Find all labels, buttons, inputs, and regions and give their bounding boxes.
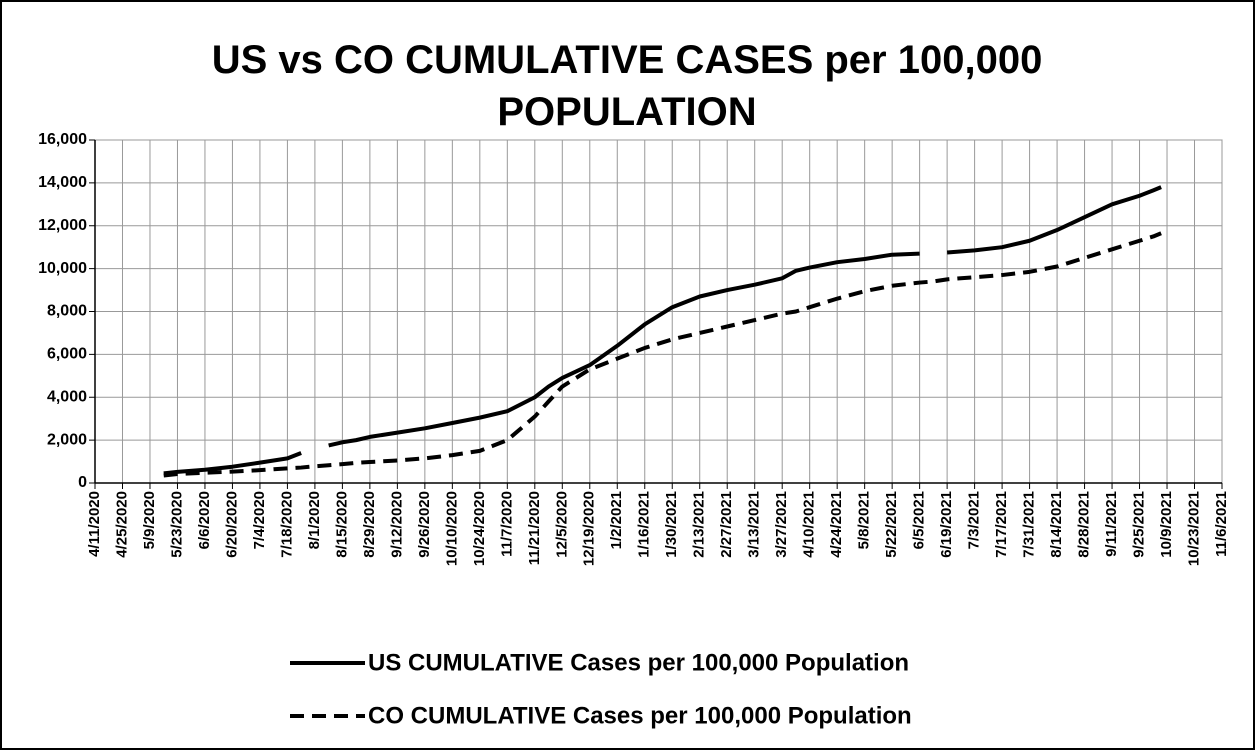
series-line (163, 231, 1162, 478)
y-tick-label: 12,000 (38, 217, 87, 234)
chart-title: US vs CO CUMULATIVE CASES per 100,000 PO… (211, 38, 1043, 134)
legend-label: CO CUMULATIVE Cases per 100,000 Populati… (368, 702, 912, 729)
x-tick-label: 10/23/2021 (1185, 491, 1202, 566)
x-tick-label: 9/11/2021 (1103, 491, 1120, 557)
y-tick-label: 14,000 (38, 174, 87, 191)
y-tick-label: 8,000 (47, 303, 87, 320)
y-tick-label: 4,000 (47, 388, 87, 405)
x-tick-label: 7/18/2020 (278, 491, 295, 558)
x-tick-label: 5/23/2020 (168, 491, 185, 558)
x-tick-label: 1/2/2021 (608, 491, 625, 549)
x-tick-label: 5/8/2021 (856, 491, 873, 549)
x-tick-label: 8/15/2020 (333, 491, 350, 558)
x-tick-label: 6/6/2020 (196, 491, 213, 549)
x-tick-label: 10/10/2020 (443, 491, 460, 566)
x-tick-label: 9/12/2020 (388, 491, 405, 558)
legend-label: US CUMULATIVE Cases per 100,000 Populati… (368, 649, 909, 676)
x-tick-label: 11/21/2020 (526, 491, 543, 565)
x-tick-label: 8/28/2021 (1076, 491, 1093, 558)
y-tick-label: 2,000 (47, 431, 87, 448)
x-tick-label: 1/30/2021 (663, 491, 680, 558)
x-tick-label: 4/10/2021 (801, 491, 818, 558)
x-tick-label: 12/19/2020 (581, 491, 598, 566)
x-tick-label: 10/9/2021 (1158, 491, 1175, 558)
x-tick-label: 3/13/2021 (746, 491, 763, 558)
series-line (163, 451, 302, 476)
x-tick-label: 11/7/2020 (498, 491, 515, 557)
series-line (946, 185, 1162, 255)
x-tick-label: 7/17/2021 (993, 491, 1010, 558)
x-tick-label: 10/24/2020 (471, 491, 488, 566)
x-tick-label: 5/9/2020 (141, 491, 158, 549)
y-tick-label: 16,000 (38, 131, 87, 148)
x-tick-label: 6/20/2020 (223, 491, 240, 558)
x-tick-label: 6/19/2021 (938, 491, 955, 558)
x-tick-label: 9/26/2020 (416, 491, 433, 558)
x-tick-label: 7/31/2021 (1021, 491, 1038, 558)
x-tick-label: 8/1/2020 (306, 491, 323, 549)
series-line (328, 251, 920, 448)
x-tick-label: 2/13/2021 (691, 491, 708, 558)
x-tick-label: 6/5/2021 (911, 491, 928, 549)
x-tick-label: 8/29/2020 (361, 491, 378, 558)
x-tick-label: 3/27/2021 (773, 491, 790, 558)
x-tick-label: 2/27/2021 (718, 491, 735, 558)
x-tick-label: 4/24/2021 (828, 491, 845, 558)
x-tick-label: 12/5/2020 (553, 491, 570, 558)
x-tick-label: 7/4/2020 (251, 491, 268, 549)
x-tick-label: 4/11/2020 (86, 491, 103, 557)
x-tick-label: 8/14/2021 (1048, 491, 1065, 558)
x-tick-label: 9/25/2021 (1131, 491, 1148, 558)
x-tick-label: 5/22/2021 (883, 491, 900, 558)
y-tick-label: 0 (78, 474, 87, 491)
x-tick-label: 11/6/2021 (1213, 491, 1230, 557)
x-tick-label: 4/25/2020 (113, 491, 130, 558)
y-tick-label: 6,000 (47, 346, 87, 363)
x-tick-label: 1/16/2021 (636, 491, 653, 558)
x-tick-label: 7/3/2021 (966, 491, 983, 549)
y-tick-label: 10,000 (38, 260, 87, 277)
